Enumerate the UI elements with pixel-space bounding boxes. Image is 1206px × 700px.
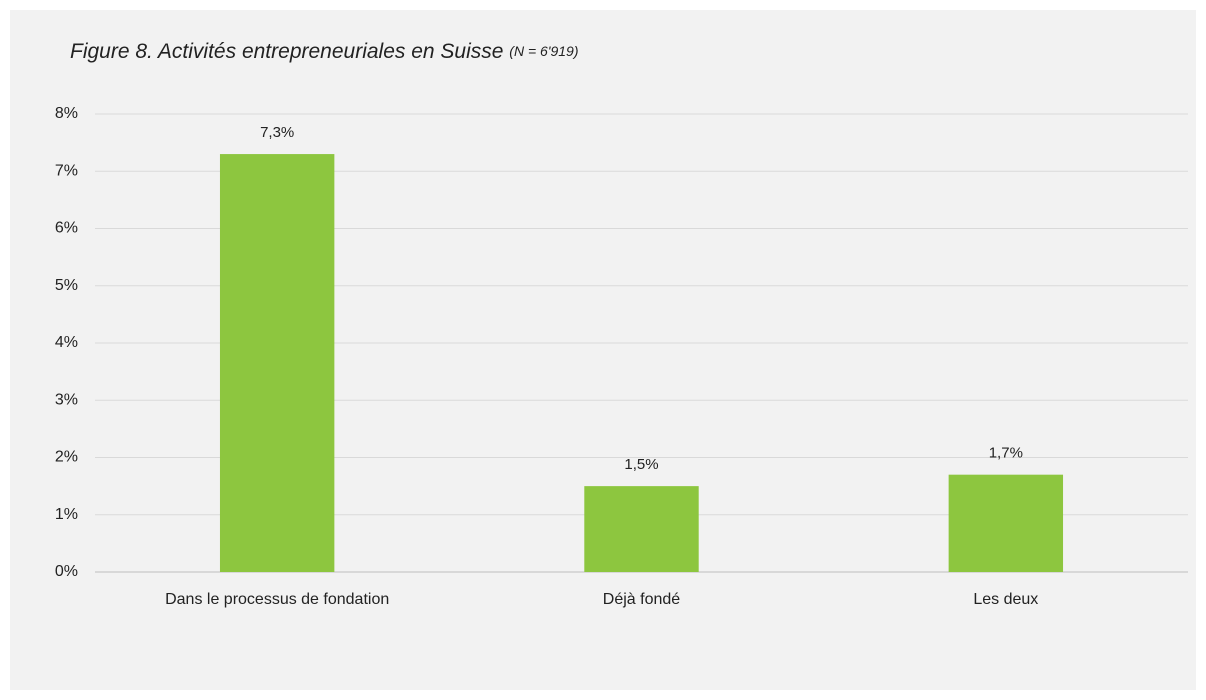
y-tick-label: 0% <box>55 563 78 580</box>
x-tick-label: Déjà fondé <box>603 591 680 608</box>
y-tick-label: 2% <box>55 449 78 466</box>
y-tick-label: 6% <box>55 220 78 237</box>
y-tick-label: 5% <box>55 277 78 294</box>
bar <box>219 154 335 572</box>
y-tick-label: 3% <box>55 391 78 408</box>
value-label: 1,7% <box>989 445 1023 462</box>
chart-title: Figure 8. Activités entrepreneuriales en… <box>70 40 579 63</box>
bar <box>948 474 1064 572</box>
value-label: 1,5% <box>624 456 658 473</box>
y-tick-label: 8% <box>55 105 78 122</box>
bar <box>584 486 699 572</box>
background <box>10 10 1196 690</box>
y-tick-label: 4% <box>55 334 78 351</box>
subtitle: (N = 6'919) <box>509 43 578 59</box>
x-tick-label: Les deux <box>973 591 1038 608</box>
value-label: 7,3% <box>260 124 294 141</box>
x-tick-label: Dans le processus de fondation <box>165 591 389 608</box>
title-text: Figure 8. Activités entrepreneuriales en… <box>70 40 503 63</box>
y-tick-label: 7% <box>55 162 78 179</box>
y-tick-label: 1% <box>55 506 78 523</box>
